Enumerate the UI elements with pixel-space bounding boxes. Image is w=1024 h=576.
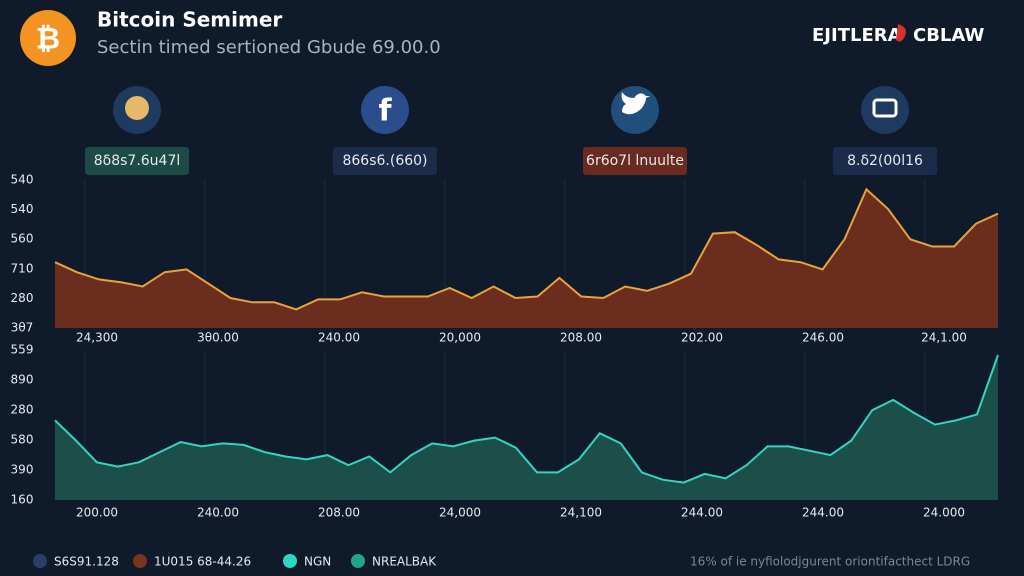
y-tick-label: 580 bbox=[11, 433, 34, 447]
y-tick-label: 540 bbox=[11, 202, 34, 216]
x-tick-label: 244.00 bbox=[681, 506, 723, 520]
legend-marker bbox=[33, 554, 47, 568]
y-tick-label: 560 bbox=[11, 232, 34, 246]
y-tick-label: 390 bbox=[11, 463, 34, 477]
bitcoin-symbol: ₿ bbox=[36, 22, 60, 57]
line bbox=[54, 354, 999, 484]
badge bbox=[85, 147, 189, 175]
x-tick-label: 20,000 bbox=[439, 331, 481, 345]
legend-label: NGN bbox=[304, 555, 331, 569]
badge-label: 8.δ2(00l16 bbox=[847, 153, 923, 169]
legend-marker bbox=[133, 554, 147, 568]
legend-marker bbox=[351, 554, 365, 568]
x-tick-label: 24,100 bbox=[560, 506, 602, 520]
area bbox=[55, 355, 998, 500]
x-tick-label: 24,1.00 bbox=[921, 331, 967, 345]
x-tick-label: 208.00 bbox=[560, 331, 602, 345]
badge bbox=[583, 147, 687, 175]
social-icons: f bbox=[113, 86, 909, 134]
legend-label: 1U015 68-44.26 bbox=[154, 555, 251, 569]
badge bbox=[833, 147, 937, 175]
avatar-face bbox=[125, 96, 149, 120]
badge-label: 6r6o7l lnuulte bbox=[586, 153, 684, 169]
y-tick-label: 280 bbox=[11, 403, 34, 417]
y-tick-label: 710 bbox=[11, 261, 34, 275]
facebook-glyph: f bbox=[378, 94, 392, 129]
x-tick-label: 24.000 bbox=[923, 506, 965, 520]
brand: CBLAW bbox=[913, 25, 985, 46]
badge bbox=[333, 147, 437, 175]
x-tick-label: 24,300 bbox=[76, 331, 118, 345]
bitcoin-icon bbox=[20, 10, 76, 66]
x-tick-label: 202.00 bbox=[681, 331, 723, 345]
line bbox=[54, 187, 999, 311]
y-tick-label: 160 bbox=[11, 493, 34, 507]
legend-label: S6S91.128 bbox=[54, 555, 119, 569]
y-tick-label: 540 bbox=[11, 173, 34, 187]
y-tick-label: 3θ7 bbox=[11, 321, 34, 335]
x-tick-label: 240.00 bbox=[197, 506, 239, 520]
twitter-glyph bbox=[621, 92, 650, 115]
y-tick-label: 280 bbox=[11, 291, 34, 305]
x-tick-label: 208.00 bbox=[318, 506, 360, 520]
title: Bitcoin Semimer bbox=[97, 8, 282, 32]
x-tick-label: 24,000 bbox=[439, 506, 481, 520]
device-icon[interactable] bbox=[861, 86, 909, 134]
x-tick-label: 200.00 bbox=[76, 506, 118, 520]
x-tick-label: 244.00 bbox=[802, 506, 844, 520]
y-tick-label: 890 bbox=[11, 373, 34, 387]
brand-icon bbox=[896, 24, 906, 42]
device-glyph bbox=[872, 98, 898, 118]
y-tick-label: 559 bbox=[11, 343, 34, 357]
brand: EJITLERA bbox=[812, 25, 902, 46]
legend-label: NREALBAK bbox=[372, 555, 437, 569]
x-tick-label: 240.00 bbox=[318, 331, 360, 345]
legend: S6S91.128 1U015 68-44.26 NGN NREALBAK bbox=[33, 554, 437, 569]
badge-label: 866s6.(660) bbox=[342, 153, 427, 169]
legend-marker bbox=[283, 554, 297, 568]
badges: 8δ8s7.6u47l 866s6.(660) 6r6o7l lnuulte 8.δ2… bbox=[85, 147, 937, 175]
facebook-icon[interactable] bbox=[361, 86, 409, 134]
badge-label: 8δ8s7.6u47l bbox=[94, 153, 181, 169]
x-tick-label: 246.00 bbox=[802, 331, 844, 345]
area bbox=[55, 189, 998, 328]
subtitle: Sectin timed sertioned Gbude 69.00.0 bbox=[97, 37, 441, 58]
x-tick-label: 3θ0.00 bbox=[197, 331, 239, 345]
footer-note: 16% of ie nyfiolodjgurent oriontifacthec… bbox=[690, 555, 970, 569]
charts: 540 540 560 710 280 3θ7 24,300 3θ0.00 240.00 20,0… bbox=[11, 173, 999, 520]
